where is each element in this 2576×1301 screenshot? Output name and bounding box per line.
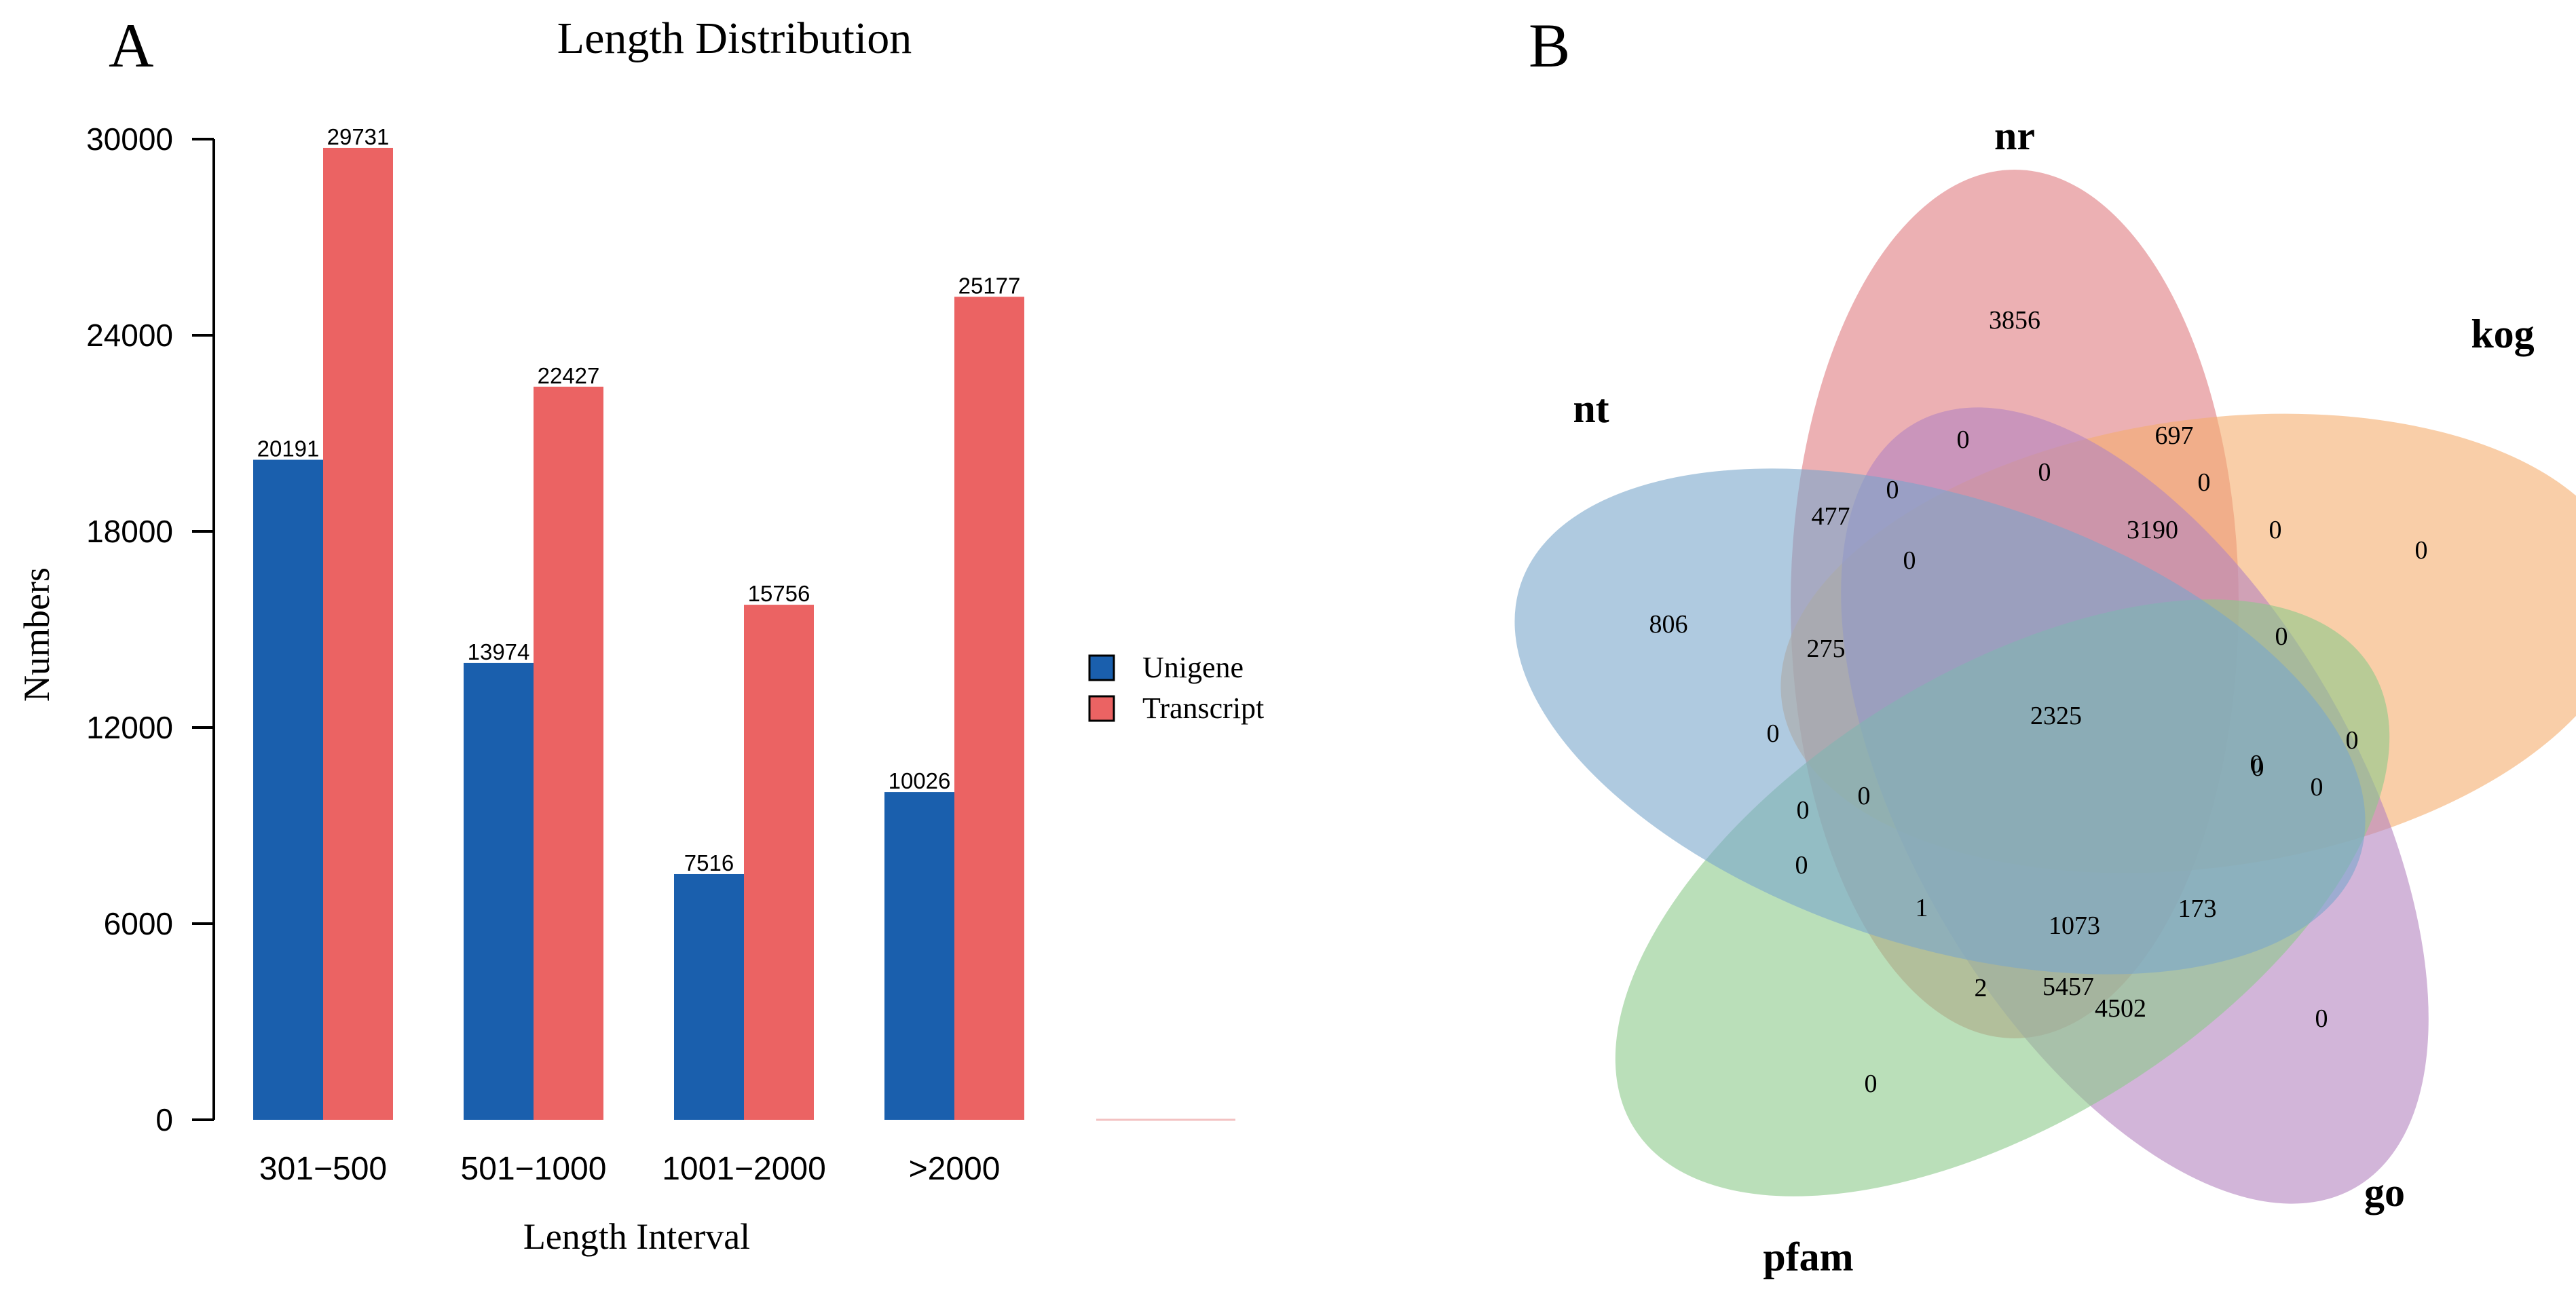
y-axis-ticks: 0 6000 12000 18000 24000 30000 [86, 121, 214, 1137]
venn-region-count: 275 [1807, 635, 1846, 663]
venn-region-count: 0 [2252, 753, 2264, 782]
bar-value-label: 7516 [684, 850, 734, 875]
bar-transcript [323, 147, 393, 1120]
bar-value-label: 25177 [958, 273, 1021, 298]
venn-region-count: 697 [2155, 421, 2194, 450]
venn-region-count: 3190 [2127, 516, 2178, 544]
venn-region-count: 0 [2269, 516, 2282, 544]
venn-region-count: 0 [2275, 622, 2288, 651]
venn-region-count: 0 [2038, 458, 2051, 487]
venn-region-count: 0 [2415, 536, 2428, 565]
venn-region-count: 806 [1649, 610, 1688, 639]
x-tick-label: 501−1000 [461, 1151, 607, 1187]
venn-region-count: 0 [2315, 1004, 2328, 1033]
venn-region-count: 0 [1767, 719, 1780, 748]
venn-region-count: 0 [2250, 750, 2263, 778]
bar-value-label: 29731 [327, 124, 390, 149]
bars: 20191 29731 13974 22427 7516 15756 10026 25177 [253, 124, 1024, 1120]
legend-label-unigene: Unigene [1142, 651, 1244, 684]
venn-region-count: 5457 [2042, 973, 2094, 1001]
y-tick-label: 30000 [86, 121, 173, 157]
x-axis-label: Length Interval [523, 1216, 750, 1257]
venn-counts: 3856000806697045020477001732000001000545… [1649, 306, 2428, 1098]
bar-chart-panel: A Length Distribution 0 6000 12000 18000 240… [16, 11, 1264, 1257]
bar-value-label: 10026 [889, 768, 951, 793]
bar-value-label: 20191 [257, 436, 320, 461]
panel-a-letter: A [109, 11, 153, 80]
venn-region-count: 0 [2311, 773, 2323, 802]
venn-region-count: 2 [1975, 974, 1987, 1002]
venn-region-count: 0 [2198, 468, 2211, 497]
y-tick-label: 24000 [86, 318, 173, 353]
venn-ellipses [1514, 170, 2576, 1204]
y-tick-label: 18000 [86, 514, 173, 549]
bar-unigene [884, 792, 954, 1120]
venn-set-label-pfam: pfam [1763, 1234, 1853, 1279]
bar-unigene [464, 662, 534, 1120]
venn-set-label-kog: kog [2471, 312, 2534, 356]
venn-region-count: 0 [1903, 546, 1916, 575]
venn-set-labels: nr kog go pfam nt [1573, 113, 2534, 1279]
bar-transcript [534, 386, 603, 1120]
venn-set-label-go: go [2364, 1170, 2405, 1215]
venn-region-count: 0 [1957, 426, 1970, 454]
x-tick-label: 1001−2000 [662, 1151, 826, 1187]
bar-value-label: 15756 [748, 581, 810, 606]
venn-region-count: 0 [1795, 851, 1808, 880]
x-axis-ticks: 301−500 501−1000 1001−2000 >2000 [259, 1151, 1001, 1187]
venn-set-label-nt: nt [1573, 386, 1609, 431]
bar-transcript [954, 297, 1024, 1120]
y-tick-label: 0 [155, 1102, 173, 1137]
bar-transcript [744, 605, 814, 1120]
venn-region-count: 0 [2346, 726, 2359, 755]
legend-label-transcript: Transcript [1142, 692, 1264, 725]
venn-region-count: 0 [1858, 782, 1871, 810]
venn-region-count: 1 [1916, 894, 1928, 922]
bar-unigene [674, 873, 744, 1120]
legend-swatch-transcript [1088, 695, 1115, 722]
bar-value-label: 22427 [538, 363, 600, 388]
venn-region-count: 0 [1886, 476, 1899, 504]
legend-swatch-unigene [1088, 654, 1115, 681]
bar-value-label: 13974 [468, 639, 530, 664]
venn-set-label-nr: nr [1994, 113, 2035, 158]
legend: Unigene Transcript [1088, 651, 1264, 725]
y-tick-label: 12000 [86, 710, 173, 745]
x-tick-label: >2000 [909, 1151, 1001, 1187]
y-axis-label: Numbers [16, 567, 57, 702]
venn-region-count: 4502 [2095, 994, 2146, 1023]
chart-title: Length Distribution [557, 14, 912, 63]
panel-b-letter: B [1529, 11, 1570, 80]
venn-region-count: 0 [1865, 1070, 1878, 1098]
y-tick-label: 6000 [104, 906, 173, 941]
venn-region-count: 2325 [2030, 702, 2082, 730]
venn-region-count: 1073 [2049, 911, 2100, 940]
venn-region-count: 3856 [1989, 306, 2040, 335]
venn-region-count: 0 [1797, 796, 1810, 825]
bar-unigene [253, 459, 323, 1120]
venn-region-count: 477 [1812, 502, 1850, 531]
venn-ellipse-nt [1514, 468, 2366, 975]
venn-region-count: 173 [2178, 894, 2217, 923]
x-tick-label: 301−500 [259, 1151, 387, 1187]
